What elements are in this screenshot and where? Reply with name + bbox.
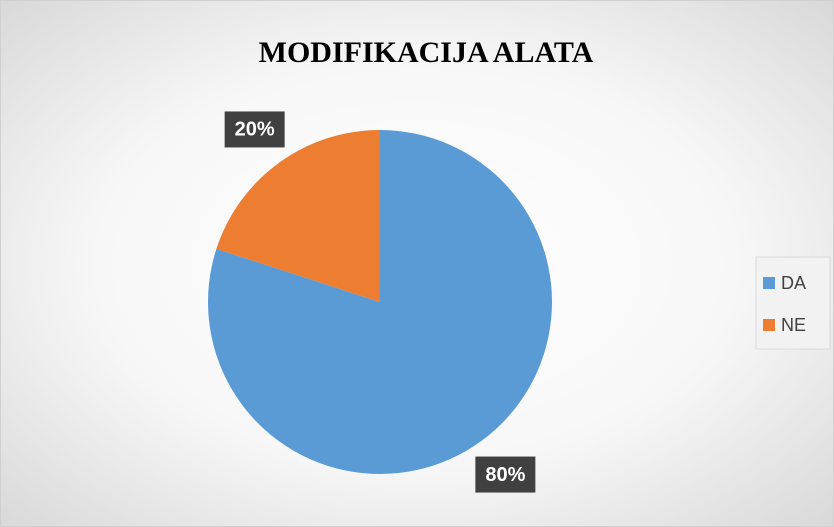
legend-label: NE <box>781 315 806 335</box>
data-label-box <box>224 111 285 148</box>
pie-slice <box>216 130 380 302</box>
data-label: 80% <box>485 464 525 486</box>
data-label: 20% <box>235 119 275 141</box>
legend-box <box>755 256 831 350</box>
legend-swatch <box>763 277 775 289</box>
legend-label: DA <box>781 273 806 293</box>
data-label-box <box>475 456 536 493</box>
legend-swatch <box>763 319 775 331</box>
chart-title: MODIFIKACIJA ALATA <box>259 36 594 69</box>
